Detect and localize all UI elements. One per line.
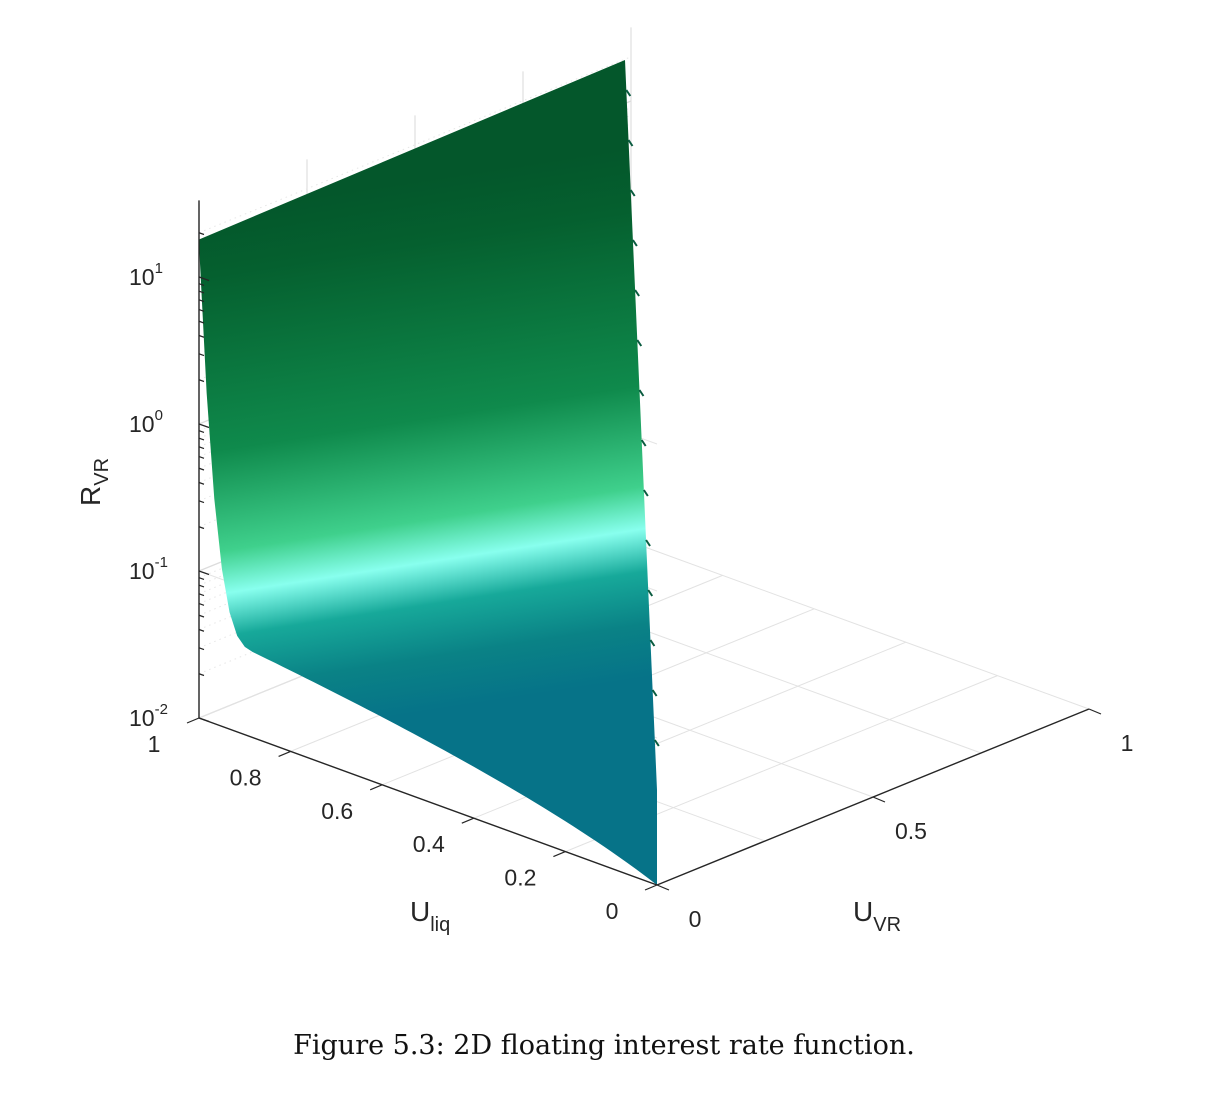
surface-edge-mark	[638, 389, 645, 397]
y-tick-label: 0.4	[413, 831, 445, 857]
surface-edge-mark	[636, 339, 643, 347]
z-tick	[198, 526, 205, 530]
axes	[186, 200, 1102, 891]
surface-edge-mark	[651, 689, 658, 697]
surface-edge-mark	[649, 639, 656, 647]
surface	[199, 60, 660, 885]
z-tick	[198, 614, 205, 618]
x-tick	[1088, 708, 1102, 715]
y-tick	[369, 784, 383, 791]
z-tick	[198, 320, 205, 324]
y-tick-label: 0.6	[321, 798, 353, 824]
z-tick-label: 101	[129, 260, 163, 290]
z-tick	[198, 437, 205, 441]
z-tick	[198, 647, 205, 651]
surface-edge-mark	[645, 539, 651, 547]
z-tick	[198, 423, 210, 429]
y-tick	[461, 817, 475, 824]
x-tick	[656, 884, 670, 891]
z-tick	[198, 717, 210, 723]
z-tick	[198, 334, 205, 338]
z-tick	[198, 283, 205, 287]
figure-caption: Figure 5.3: 2D floating interest rate fu…	[293, 1030, 915, 1061]
z-tick	[198, 628, 205, 632]
z-tick	[198, 584, 205, 588]
y-tick	[553, 851, 566, 858]
x-tick-label: 0.5	[895, 818, 927, 844]
tick-labels: 10-2 10-1 100 101 0 0.2 0.4 0.6 0.8 1 0 0.5 1	[129, 260, 1133, 932]
surface-edge-mark	[629, 189, 636, 197]
x-tick-label: 0	[689, 906, 702, 932]
z-tick	[198, 467, 205, 471]
z-tick	[198, 276, 210, 282]
z-tick	[198, 430, 205, 434]
grid-line-back-minor	[198, 56, 632, 234]
y-axis-line	[198, 717, 658, 886]
z-tick	[198, 232, 205, 236]
surface-edge-mark	[653, 739, 660, 747]
surface-edge-mark	[632, 239, 638, 247]
z-tick-label: 10-1	[129, 554, 168, 584]
y-tick-label: 1	[148, 731, 161, 757]
z-tick	[198, 290, 205, 294]
z-tick	[198, 673, 205, 677]
z-tick	[198, 603, 205, 606]
z-tick	[198, 456, 205, 459]
z-tick	[198, 353, 205, 357]
z-axis-label: RVR	[75, 458, 113, 506]
y-axis-label: Uliq	[410, 896, 450, 936]
y-tick	[186, 717, 200, 724]
surface-edge-mark	[643, 489, 649, 497]
surface-edge-mark	[640, 439, 647, 447]
z-tick	[198, 379, 205, 383]
y-tick-label: 0	[606, 898, 619, 924]
z-tick-label: 10-2	[129, 701, 168, 731]
z-tick-label: 100	[129, 407, 163, 437]
z-tick	[198, 481, 205, 485]
z-tick	[198, 500, 205, 504]
z-tick	[198, 593, 205, 597]
z-tick	[198, 299, 205, 303]
surface-edge-mark	[627, 139, 634, 147]
y-tick-label: 0.8	[230, 764, 262, 790]
surface-edge-mark	[634, 289, 640, 297]
y-tick-label: 0.2	[504, 865, 536, 891]
z-tick	[198, 446, 205, 450]
z-tick	[198, 309, 205, 312]
surface-edge-mark	[625, 89, 632, 97]
y-tick	[278, 750, 291, 757]
surface-edge-mark	[647, 589, 654, 597]
z-tick	[198, 570, 210, 576]
x-axis-label: UVR	[853, 896, 901, 936]
rate-surface	[199, 60, 657, 885]
x-tick	[872, 796, 886, 803]
y-tick	[644, 884, 658, 891]
z-tick	[198, 577, 205, 581]
grid-line-floor	[630, 541, 1090, 710]
x-tick-label: 1	[1121, 730, 1134, 756]
